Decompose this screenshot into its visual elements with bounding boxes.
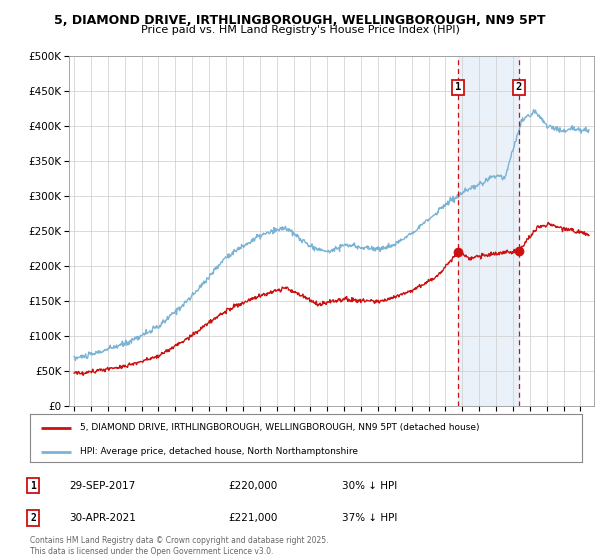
Text: 37% ↓ HPI: 37% ↓ HPI	[342, 513, 397, 523]
Text: 29-SEP-2017: 29-SEP-2017	[69, 480, 135, 491]
Text: 5, DIAMOND DRIVE, IRTHLINGBOROUGH, WELLINGBOROUGH, NN9 5PT: 5, DIAMOND DRIVE, IRTHLINGBOROUGH, WELLI…	[54, 14, 546, 27]
Text: 1: 1	[455, 82, 461, 92]
Text: Price paid vs. HM Land Registry's House Price Index (HPI): Price paid vs. HM Land Registry's House …	[140, 25, 460, 35]
Bar	[458, 56, 518, 406]
Text: 1: 1	[30, 480, 36, 491]
Text: £221,000: £221,000	[228, 513, 277, 523]
Text: 2: 2	[30, 513, 36, 523]
Text: Contains HM Land Registry data © Crown copyright and database right 2025.
This d: Contains HM Land Registry data © Crown c…	[30, 536, 329, 556]
Text: 30% ↓ HPI: 30% ↓ HPI	[342, 480, 397, 491]
Text: HPI: Average price, detached house, North Northamptonshire: HPI: Average price, detached house, Nort…	[80, 447, 358, 456]
Text: £220,000: £220,000	[228, 480, 277, 491]
Text: 30-APR-2021: 30-APR-2021	[69, 513, 136, 523]
Text: 5, DIAMOND DRIVE, IRTHLINGBOROUGH, WELLINGBOROUGH, NN9 5PT (detached house): 5, DIAMOND DRIVE, IRTHLINGBOROUGH, WELLI…	[80, 423, 479, 432]
Text: 2: 2	[515, 82, 521, 92]
